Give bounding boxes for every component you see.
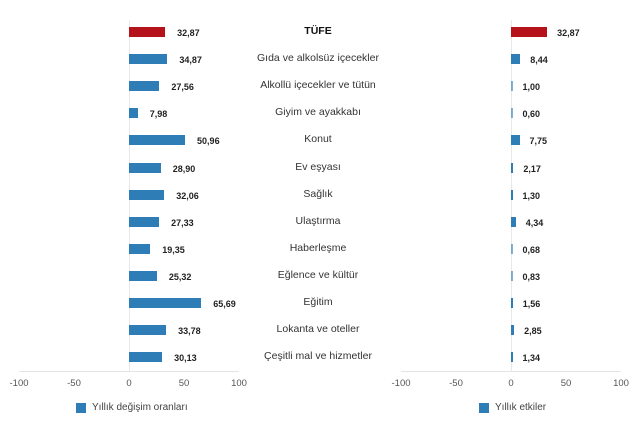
right-value-label: 1,00 — [522, 82, 541, 93]
left-value-label: 50,96 — [197, 136, 220, 147]
x-tick-label: 0 — [126, 378, 132, 389]
category-label: Ev eşyası — [295, 160, 341, 173]
x-tick-label: 100 — [231, 378, 247, 389]
x-tick-label: 0 — [508, 378, 514, 389]
x-tick-label: -50 — [449, 378, 463, 389]
left-bar — [129, 216, 160, 227]
right-value-label: 0,68 — [522, 244, 541, 255]
right-value-label: 1,56 — [522, 299, 541, 309]
left-bar — [129, 108, 138, 119]
right-value-label: 7,75 — [529, 136, 548, 147]
left-value-label: 28,90 — [172, 163, 196, 174]
category-label: Eğlence ve kültür — [277, 268, 359, 281]
right-bar — [511, 54, 521, 65]
right-bar — [511, 298, 513, 308]
left-bar — [129, 162, 161, 173]
right-bar — [511, 270, 513, 281]
right-bar — [511, 216, 516, 227]
right-value-label: 0,83 — [522, 271, 541, 282]
right-bar — [511, 162, 514, 173]
left-value-label: 7,98 — [149, 109, 168, 120]
left-bar — [129, 298, 202, 308]
left-value-label: 27,33 — [171, 217, 194, 228]
legend-swatch-icon — [76, 402, 86, 413]
right-bar — [511, 135, 520, 146]
right-bar — [511, 189, 513, 200]
x-tick-label: 50 — [560, 378, 572, 389]
right-value-label: 2,17 — [523, 163, 541, 174]
legend-swatch-icon — [479, 402, 489, 413]
right-value-label: 8,44 — [530, 55, 548, 66]
right-x-axis — [401, 371, 621, 372]
category-label: Alkollü içecekler ve tütün — [260, 79, 376, 92]
category-label: Giyim ve ayakkabı — [275, 106, 361, 119]
left-value-label: 32,87 — [177, 28, 200, 38]
x-tick-label: 100 — [613, 378, 629, 389]
left-bar — [129, 189, 165, 200]
left-bar — [129, 135, 186, 146]
category-label: Gıda ve alkolsüz içecekler — [257, 52, 379, 65]
left-bar — [129, 81, 160, 92]
right-bar — [511, 325, 515, 336]
right-value-label: 2,85 — [524, 326, 542, 337]
left-value-label: 34,87 — [179, 55, 202, 66]
category-label: Sağlık — [303, 187, 333, 200]
left-legend: Yıllık değişim oranları — [76, 402, 188, 413]
category-label: Eğitim — [303, 296, 333, 308]
category-label: Konut — [304, 133, 332, 146]
category-label: Ulaştırma — [295, 214, 341, 227]
right-value-label: 32,87 — [557, 28, 580, 38]
x-tick-label: -100 — [9, 378, 29, 389]
left-bar — [129, 352, 163, 363]
category-label: Çeşitli mal ve hizmetler — [264, 350, 372, 363]
right-bar — [511, 81, 513, 92]
left-bar — [129, 54, 168, 65]
right-legend-label: Yıllık etkiler — [495, 402, 547, 413]
left-bar — [129, 325, 167, 336]
left-value-label: 27,56 — [171, 82, 194, 93]
left-value-label: 33,78 — [178, 326, 201, 337]
right-value-label: 1,34 — [522, 353, 541, 364]
left-value-label: 30,13 — [174, 353, 197, 364]
x-tick-label: 50 — [178, 378, 190, 389]
right-bar — [511, 27, 548, 37]
right-legend: Yıllık etkiler — [479, 402, 546, 413]
right-bar — [511, 352, 513, 363]
x-tick-label: -50 — [67, 378, 81, 389]
left-value-label: 32,06 — [176, 190, 199, 201]
right-value-label: 1,30 — [522, 190, 541, 201]
left-bar — [129, 270, 157, 281]
left-x-axis — [19, 371, 239, 372]
x-tick-label: -100 — [391, 378, 411, 389]
right-bar — [511, 108, 513, 119]
left-legend-label: Yıllık değişim oranları — [92, 402, 188, 413]
left-bar — [129, 243, 151, 254]
left-bar — [129, 27, 166, 37]
category-label: Lokanta ve oteller — [276, 323, 360, 336]
left-value-label: 65,69 — [213, 299, 236, 309]
right-bar — [511, 243, 513, 254]
category-label: Haberleşme — [289, 241, 347, 254]
left-value-label: 25,32 — [168, 271, 192, 282]
left-value-label: 19,35 — [162, 244, 185, 255]
category-label: TÜFE — [304, 25, 332, 37]
right-value-label: 0,60 — [522, 109, 541, 120]
right-value-label: 4,34 — [525, 217, 544, 228]
